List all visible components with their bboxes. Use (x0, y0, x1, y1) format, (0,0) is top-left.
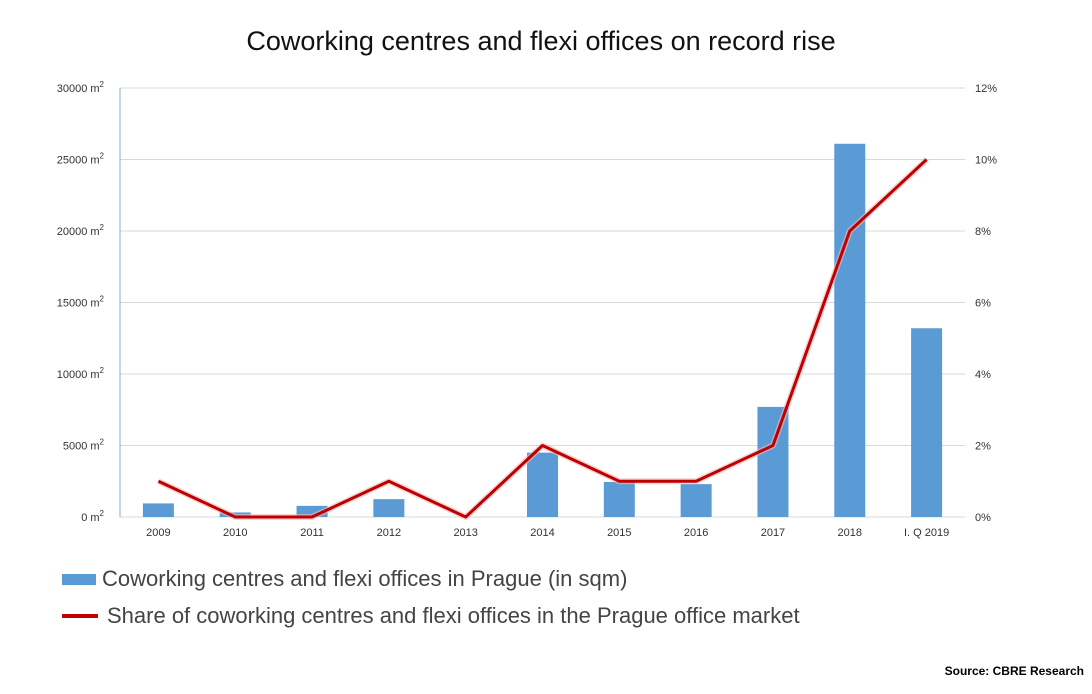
x-tick-label: 2013 (453, 527, 477, 539)
x-tick-label: 2010 (223, 527, 247, 539)
right-tick-label: 6% (975, 298, 991, 310)
left-tick-label: 10000 m2 (57, 366, 105, 381)
source-note: Source: CBRE Research (944, 664, 1084, 678)
right-tick-label: 4% (975, 369, 991, 381)
bar (911, 328, 943, 517)
left-tick-label: 25000 m2 (57, 152, 105, 167)
bar (527, 452, 558, 517)
x-tick-label: 2011 (300, 527, 324, 539)
right-tick-label: 2% (975, 441, 991, 453)
x-tick-label: 2018 (838, 527, 862, 539)
bar (680, 484, 712, 517)
left-tick-label: 15000 m2 (57, 295, 105, 310)
left-axis-ticks: 0 m2 5000 m2 10000 m2 15000 m2 20000 m2 25000… (57, 80, 105, 524)
x-tick-label: 2009 (146, 527, 170, 539)
x-tick-label: 2016 (684, 527, 708, 539)
bar-series (142, 143, 943, 517)
legend-bar-swatch (62, 573, 96, 585)
x-tick-label: 2017 (761, 527, 785, 539)
legend-item-bars: Coworking centres and flexi offices in P… (62, 566, 627, 592)
legend-item-line: Share of coworking centres and flexi off… (62, 603, 800, 629)
legend-label-line: Share of coworking centres and flexi off… (107, 603, 800, 628)
bar (834, 143, 866, 517)
legend-line-swatch (62, 614, 98, 618)
x-tick-label: 2014 (530, 527, 554, 539)
x-tick-label: I. Q 2019 (904, 527, 949, 539)
bar (603, 481, 635, 517)
bar (373, 499, 405, 517)
chart-title: Coworking centres and flexi offices on r… (246, 26, 836, 56)
left-tick-label: 20000 m2 (57, 223, 105, 238)
left-tick-label: 30000 m2 (57, 80, 105, 95)
chart-plot: 0 m2 5000 m2 10000 m2 15000 m2 20000 m2 25000… (57, 80, 998, 539)
right-tick-label: 8% (975, 226, 991, 238)
x-tick-label: 2015 (607, 527, 631, 539)
legend-label-bars: Coworking centres and flexi offices in P… (102, 566, 628, 591)
left-tick-label: 0 m2 (81, 509, 104, 524)
right-tick-label: 0% (975, 512, 991, 524)
series-line (157, 158, 928, 519)
bar (142, 503, 174, 517)
right-tick-label: 10% (975, 155, 997, 167)
right-axis-ticks: 0% 2% 4% 6% 8% 10% 12% (975, 83, 997, 524)
left-tick-label: 5000 m2 (63, 438, 105, 453)
bar (296, 505, 328, 517)
x-tick-label: 2012 (377, 527, 401, 539)
x-axis-ticks: 2009 2010 2011 2012 2013 2014 2015 2016 2017 2018… (146, 527, 949, 539)
right-tick-label: 12% (975, 83, 997, 95)
line-series (157, 157, 929, 520)
